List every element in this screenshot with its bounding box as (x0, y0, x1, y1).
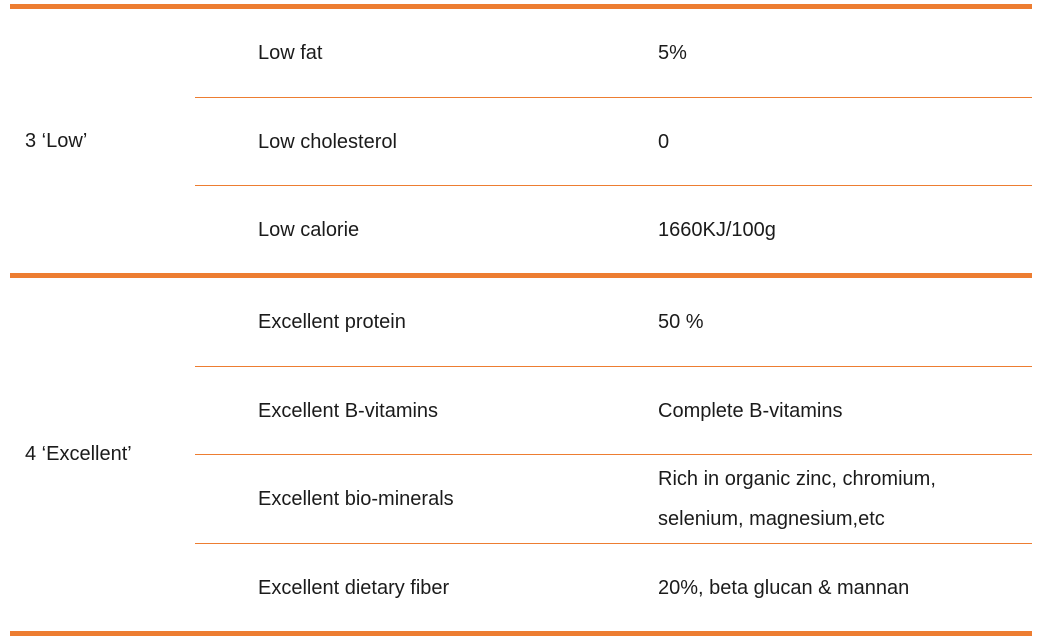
group-label-excellent: 4 ‘Excellent’ (25, 443, 132, 465)
attribute-cell: Low fat (258, 42, 323, 64)
attribute-cell: Excellent dietary fiber (258, 576, 450, 599)
table-row: Excellent protein 50 % (195, 278, 1032, 366)
table-row: Low fat 5% (195, 9, 1032, 97)
attribute-cell: Low calorie (258, 218, 360, 241)
attribute-cell: Low cholesterol (258, 130, 397, 153)
table-row: Low calorie 1660KJ/100g (195, 185, 1032, 273)
group-rows-low: Low fat 5% Low cholesterol 0 Low calorie… (195, 9, 1032, 273)
value-cell: 1660KJ/100g (658, 218, 776, 241)
table-group-excellent: 4 ‘Excellent’ Excellent protein 50 % Exc… (10, 273, 1032, 631)
attribute-cell: Excellent protein (258, 311, 406, 333)
attribute-cell: Excellent bio-minerals (258, 488, 454, 510)
table-row: Excellent bio-minerals Rich in organic z… (195, 454, 1032, 543)
table-row: Excellent dietary fiber 20%, beta glucan… (195, 543, 1032, 631)
value-cell: Complete B-vitamins (658, 399, 843, 422)
group-rows-excellent: Excellent protein 50 % Excellent B-vitam… (195, 278, 1032, 631)
nutrition-claims-table: 3 ‘Low’ Low fat 5% Low cholesterol 0 Low… (10, 4, 1032, 636)
attribute-cell: Excellent B-vitamins (258, 399, 439, 422)
value-cell: Rich in organic zinc, chromium, selenium… (658, 468, 936, 530)
group-label-low: 3 ‘Low’ (25, 129, 88, 152)
table-row: Low cholesterol 0 (195, 97, 1032, 185)
table-group-low: 3 ‘Low’ Low fat 5% Low cholesterol 0 Low… (10, 9, 1032, 273)
table-row: Excellent B-vitamins Complete B-vitamins (195, 366, 1032, 454)
value-cell: 0 (658, 130, 670, 153)
value-cell: 20%, beta glucan & mannan (658, 576, 910, 599)
value-cell: 5% (658, 42, 687, 64)
value-cell: 50 % (658, 311, 704, 333)
